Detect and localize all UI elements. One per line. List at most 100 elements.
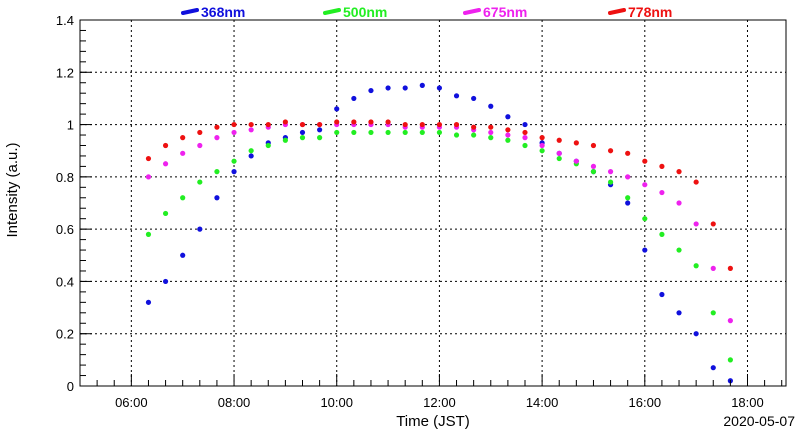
y-tick-label: 0.6: [56, 222, 74, 237]
data-point: [488, 129, 494, 136]
data-point: [385, 129, 391, 136]
data-point: [488, 103, 494, 109]
data-point: [505, 137, 511, 143]
series-368nm: [145, 82, 733, 384]
legend-swatch: [323, 8, 341, 15]
y-axis-title: Intensity (a.u.): [4, 142, 21, 237]
x-tick-label: 12:00: [423, 395, 456, 410]
data-point: [488, 124, 494, 130]
data-point: [539, 135, 545, 141]
data-point: [659, 291, 665, 298]
data-point: [642, 158, 648, 164]
data-point: [676, 200, 682, 206]
data-point: [522, 129, 528, 136]
data-point: [248, 121, 254, 128]
data-point: [539, 148, 545, 154]
data-point: [299, 129, 306, 136]
data-point: [197, 129, 203, 136]
data-point: [590, 142, 597, 149]
data-points-layer: [145, 82, 733, 384]
data-point: [710, 221, 716, 227]
data-point: [607, 169, 614, 175]
data-point: [282, 119, 288, 125]
y-tick-label: 0.2: [56, 327, 74, 342]
data-point: [436, 121, 443, 128]
data-point: [676, 310, 682, 316]
data-point: [351, 95, 357, 102]
data-point: [299, 135, 306, 141]
x-tick-label: 14:00: [526, 395, 559, 410]
data-point: [642, 247, 648, 253]
data-point: [693, 179, 699, 185]
legend-label: 500nm: [343, 4, 387, 20]
data-point: [505, 127, 511, 133]
data-point: [180, 252, 186, 258]
data-point: [419, 82, 425, 88]
data-point: [162, 161, 169, 167]
data-point: [436, 85, 443, 91]
data-point: [351, 129, 357, 136]
data-point: [265, 142, 271, 149]
legend: 368nm 500nm 675nm 778nm: [181, 4, 672, 20]
date-label: 2020-05-07: [723, 413, 795, 429]
data-point: [727, 357, 733, 363]
legend-label: 675nm: [483, 4, 527, 20]
data-point: [710, 310, 716, 316]
data-point: [573, 158, 579, 164]
data-point: [402, 121, 408, 128]
data-point: [299, 121, 306, 128]
data-point: [590, 169, 597, 175]
data-point: [214, 124, 220, 130]
data-point: [180, 195, 186, 201]
data-point: [642, 216, 648, 222]
data-point: [488, 135, 494, 141]
y-tick-label: 0: [67, 379, 74, 394]
data-point: [625, 200, 631, 206]
data-point: [180, 150, 186, 156]
data-point: [659, 231, 665, 237]
data-point: [659, 189, 665, 196]
plot-background: [80, 20, 786, 386]
data-point: [453, 93, 460, 99]
data-point: [453, 132, 460, 138]
legend-swatch: [463, 8, 481, 15]
data-point: [231, 169, 237, 175]
series-500nm: [145, 129, 733, 363]
data-point: [368, 129, 374, 136]
data-point: [402, 85, 408, 91]
data-point: [248, 153, 254, 159]
data-point: [522, 142, 528, 149]
x-tick-label: 16:00: [629, 395, 662, 410]
data-point: [676, 169, 682, 175]
data-point: [145, 174, 152, 180]
data-point: [453, 121, 460, 128]
data-point: [607, 148, 614, 154]
data-point: [471, 124, 477, 130]
data-point: [556, 137, 562, 143]
grid-lines: [80, 20, 786, 386]
y-tick-label: 0.8: [56, 170, 74, 185]
data-point: [402, 129, 408, 136]
x-axis-title: Time (JST): [396, 413, 470, 430]
data-point: [505, 132, 511, 138]
data-point: [625, 150, 631, 156]
data-point: [248, 148, 254, 154]
y-tick-label: 1.4: [56, 13, 74, 28]
data-point: [231, 158, 237, 164]
data-point: [710, 265, 716, 271]
data-point: [214, 135, 220, 141]
y-tick-label: 0.4: [56, 274, 74, 289]
data-point: [214, 195, 220, 201]
x-tick-label: 08:00: [218, 395, 251, 410]
data-point: [317, 135, 323, 141]
data-point: [334, 129, 340, 136]
legend-swatch: [608, 8, 626, 15]
data-point: [368, 87, 374, 94]
data-point: [231, 129, 237, 136]
legend-label: 368nm: [201, 4, 245, 20]
axis-ticks: [79, 19, 783, 387]
tick-labels: 06:00 08:00 10:00 12:00 14:00 16:00 18:00 0 0.2 0…: [56, 13, 764, 410]
x-tick-label: 06:00: [115, 395, 148, 410]
data-point: [659, 163, 665, 169]
